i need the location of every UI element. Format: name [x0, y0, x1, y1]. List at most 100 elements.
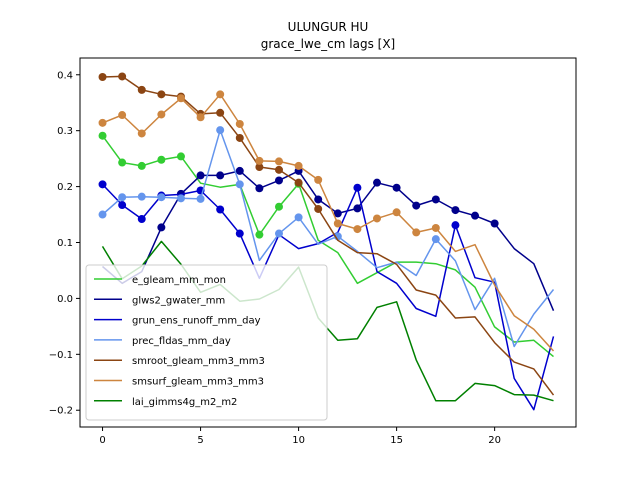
- data-point: [255, 230, 264, 239]
- data-point: [196, 171, 205, 180]
- data-point: [255, 163, 264, 172]
- data-point: [98, 180, 107, 189]
- x-tick-label: 15: [390, 435, 403, 446]
- legend-entry: smroot_gleam_mm3_mm3: [94, 356, 265, 367]
- data-point: [137, 129, 146, 138]
- legend-label: prec_fldas_mm_day: [132, 336, 231, 347]
- data-point: [431, 223, 440, 232]
- data-point: [333, 209, 342, 218]
- y-tick-label: 0.1: [57, 238, 73, 249]
- data-point: [274, 165, 283, 174]
- series-prec_fldas_mm_day: [98, 126, 555, 348]
- data-point: [255, 184, 264, 193]
- data-point: [176, 152, 185, 161]
- data-point: [196, 113, 205, 122]
- legend-label: lai_gimms4g_m2_m2: [132, 397, 237, 408]
- y-tick-label: −0.2: [49, 406, 73, 417]
- y-tick-label: 0.2: [57, 182, 73, 193]
- data-point: [235, 229, 244, 238]
- data-point: [157, 90, 166, 99]
- y-tick-label: 0.0: [57, 294, 73, 305]
- legend-label: e_gleam_mm_mon: [132, 275, 226, 286]
- data-point: [157, 193, 166, 202]
- x-tick-label: 5: [197, 435, 203, 446]
- data-point: [118, 72, 127, 81]
- legend-entry: prec_fldas_mm_day: [94, 336, 231, 347]
- data-point: [98, 73, 107, 82]
- data-point: [98, 210, 107, 219]
- data-point: [176, 94, 185, 103]
- data-point: [118, 111, 127, 120]
- data-point: [451, 206, 460, 215]
- series-grun_ens_runoff_mm_day: [98, 180, 555, 411]
- data-point: [451, 221, 460, 230]
- data-point: [274, 202, 283, 211]
- data-point: [196, 194, 205, 203]
- y-tick-label: −0.1: [49, 350, 73, 361]
- data-point: [157, 223, 166, 232]
- data-point: [176, 194, 185, 203]
- data-point: [333, 219, 342, 228]
- series-e_gleam_mm_mon: [98, 131, 554, 358]
- data-point: [118, 158, 127, 167]
- series-line: [102, 93, 555, 352]
- data-point: [235, 166, 244, 175]
- data-point: [431, 235, 440, 244]
- data-point: [137, 85, 146, 94]
- series-layer: [98, 72, 555, 411]
- legend-label: glws2_gwater_mm: [132, 295, 225, 306]
- legend-frame: [85, 264, 328, 421]
- chart-subtitle: grace_lwe_cm lags [X]: [261, 37, 395, 51]
- data-point: [157, 110, 166, 119]
- data-point: [98, 118, 107, 127]
- data-point: [137, 215, 146, 224]
- legend-entry: e_gleam_mm_mon: [94, 275, 226, 286]
- data-point: [235, 119, 244, 128]
- data-point: [294, 161, 303, 170]
- data-point: [216, 171, 225, 180]
- data-point: [157, 155, 166, 164]
- x-tick-label: 0: [99, 435, 105, 446]
- data-point: [274, 157, 283, 166]
- data-point: [373, 214, 382, 223]
- data-point: [118, 193, 127, 202]
- series-line: [101, 183, 555, 411]
- data-point: [216, 205, 225, 214]
- data-point: [137, 161, 146, 170]
- x-axis: 0 5 10 15 20: [99, 427, 501, 446]
- data-point: [118, 201, 127, 210]
- series-lai_gimms4g_m2_m2: [101, 240, 554, 402]
- data-point: [274, 176, 283, 185]
- legend-label: smsurf_gleam_mm3_mm3: [132, 377, 264, 388]
- data-point: [412, 228, 421, 237]
- y-tick-label: 0.4: [57, 70, 73, 81]
- data-point: [353, 183, 362, 192]
- x-tick-label: 10: [292, 435, 305, 446]
- data-point: [392, 183, 401, 192]
- legend: e_gleam_mm_mon glws2_gwater_mm grun_ens_ru…: [85, 264, 328, 421]
- data-point: [255, 156, 264, 165]
- series-line: [101, 240, 554, 402]
- legend-entry: lai_gimms4g_m2_m2: [94, 397, 237, 408]
- series-smsurf_gleam_mm3_mm3: [98, 90, 555, 352]
- legend-entry: grun_ens_runoff_mm_day: [94, 316, 261, 327]
- data-point: [353, 225, 362, 234]
- data-point: [216, 90, 225, 99]
- data-point: [235, 180, 244, 189]
- data-point: [373, 178, 382, 187]
- data-point: [392, 208, 401, 217]
- data-point: [314, 175, 323, 184]
- legend-entry: smsurf_gleam_mm3_mm3: [94, 377, 264, 388]
- y-tick-label: 0.3: [57, 126, 73, 137]
- data-point: [471, 211, 480, 220]
- data-point: [216, 108, 225, 117]
- legend-entry: glws2_gwater_mm: [94, 295, 225, 306]
- data-point: [216, 126, 225, 135]
- legend-label: grun_ens_runoff_mm_day: [132, 316, 261, 327]
- y-axis: −0.2 −0.1 0.0 0.1 0.2 0.3 0.4: [49, 70, 80, 417]
- data-point: [235, 133, 244, 142]
- data-point: [490, 219, 499, 228]
- data-point: [98, 131, 107, 140]
- data-point: [412, 201, 421, 210]
